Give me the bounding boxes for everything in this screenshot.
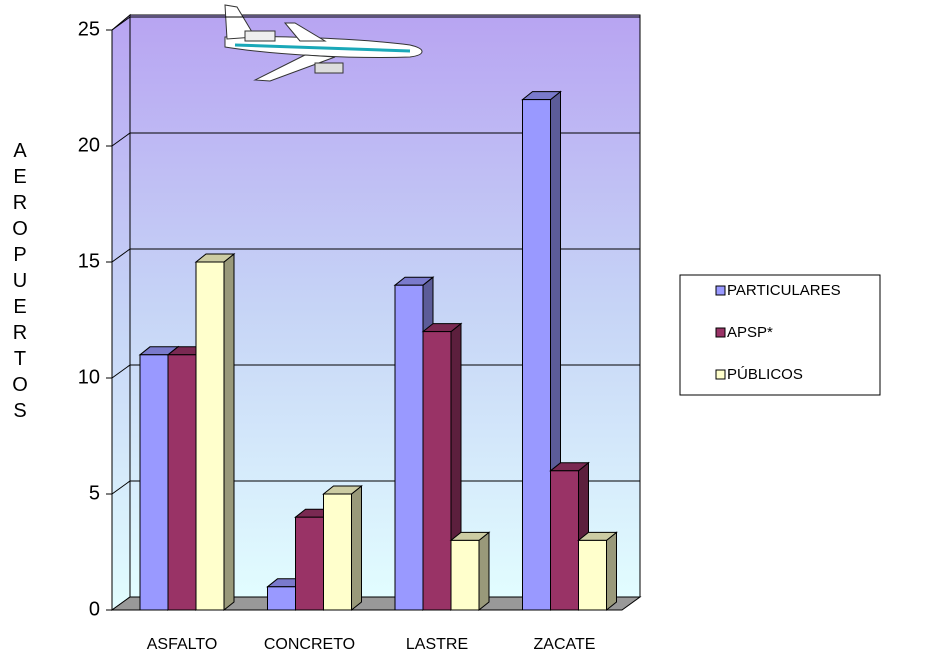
y-tick-label: 10 xyxy=(78,366,100,388)
legend xyxy=(679,274,881,396)
grid-line xyxy=(111,16,640,31)
bar xyxy=(450,539,480,611)
bar-side xyxy=(606,531,617,612)
y-tick-label: 25 xyxy=(78,18,100,40)
bar xyxy=(578,539,607,611)
legend-swatch xyxy=(715,369,726,380)
bar xyxy=(195,261,225,611)
x-tick-label: CONCRETO xyxy=(264,636,355,653)
grid-line xyxy=(111,364,640,379)
bar xyxy=(550,470,579,611)
airplane xyxy=(224,4,423,82)
x-tick-label: ZACATE xyxy=(534,636,596,653)
bar xyxy=(139,354,169,611)
bar xyxy=(267,586,296,611)
bar-side xyxy=(223,252,235,612)
y-tick-label: 0 xyxy=(89,598,100,620)
bar xyxy=(295,516,324,611)
legend-label: APSP* xyxy=(727,324,773,341)
side-wall xyxy=(111,13,131,611)
x-tick-label: ASFALTO xyxy=(147,636,218,653)
y-tick-label: 20 xyxy=(78,134,100,156)
grid-line xyxy=(111,480,640,495)
bar xyxy=(522,99,551,611)
legend-swatch xyxy=(715,285,726,296)
y-tick-label: 15 xyxy=(78,250,100,272)
bar xyxy=(167,354,197,611)
bar xyxy=(323,493,352,611)
legend-swatch xyxy=(715,327,726,338)
grid-line xyxy=(111,132,640,147)
bar xyxy=(422,331,452,611)
legend-label: PÚBLICOS xyxy=(727,366,803,383)
bar xyxy=(394,284,424,611)
y-axis-label: AEROPUERTOS xyxy=(9,140,31,426)
x-tick-label: LASTRE xyxy=(406,636,468,653)
y-tick-label: 5 xyxy=(89,482,100,504)
legend-label: PARTICULARES xyxy=(727,282,841,299)
bar-side xyxy=(351,484,362,612)
bar-side xyxy=(478,531,490,612)
grid-line xyxy=(111,248,640,263)
